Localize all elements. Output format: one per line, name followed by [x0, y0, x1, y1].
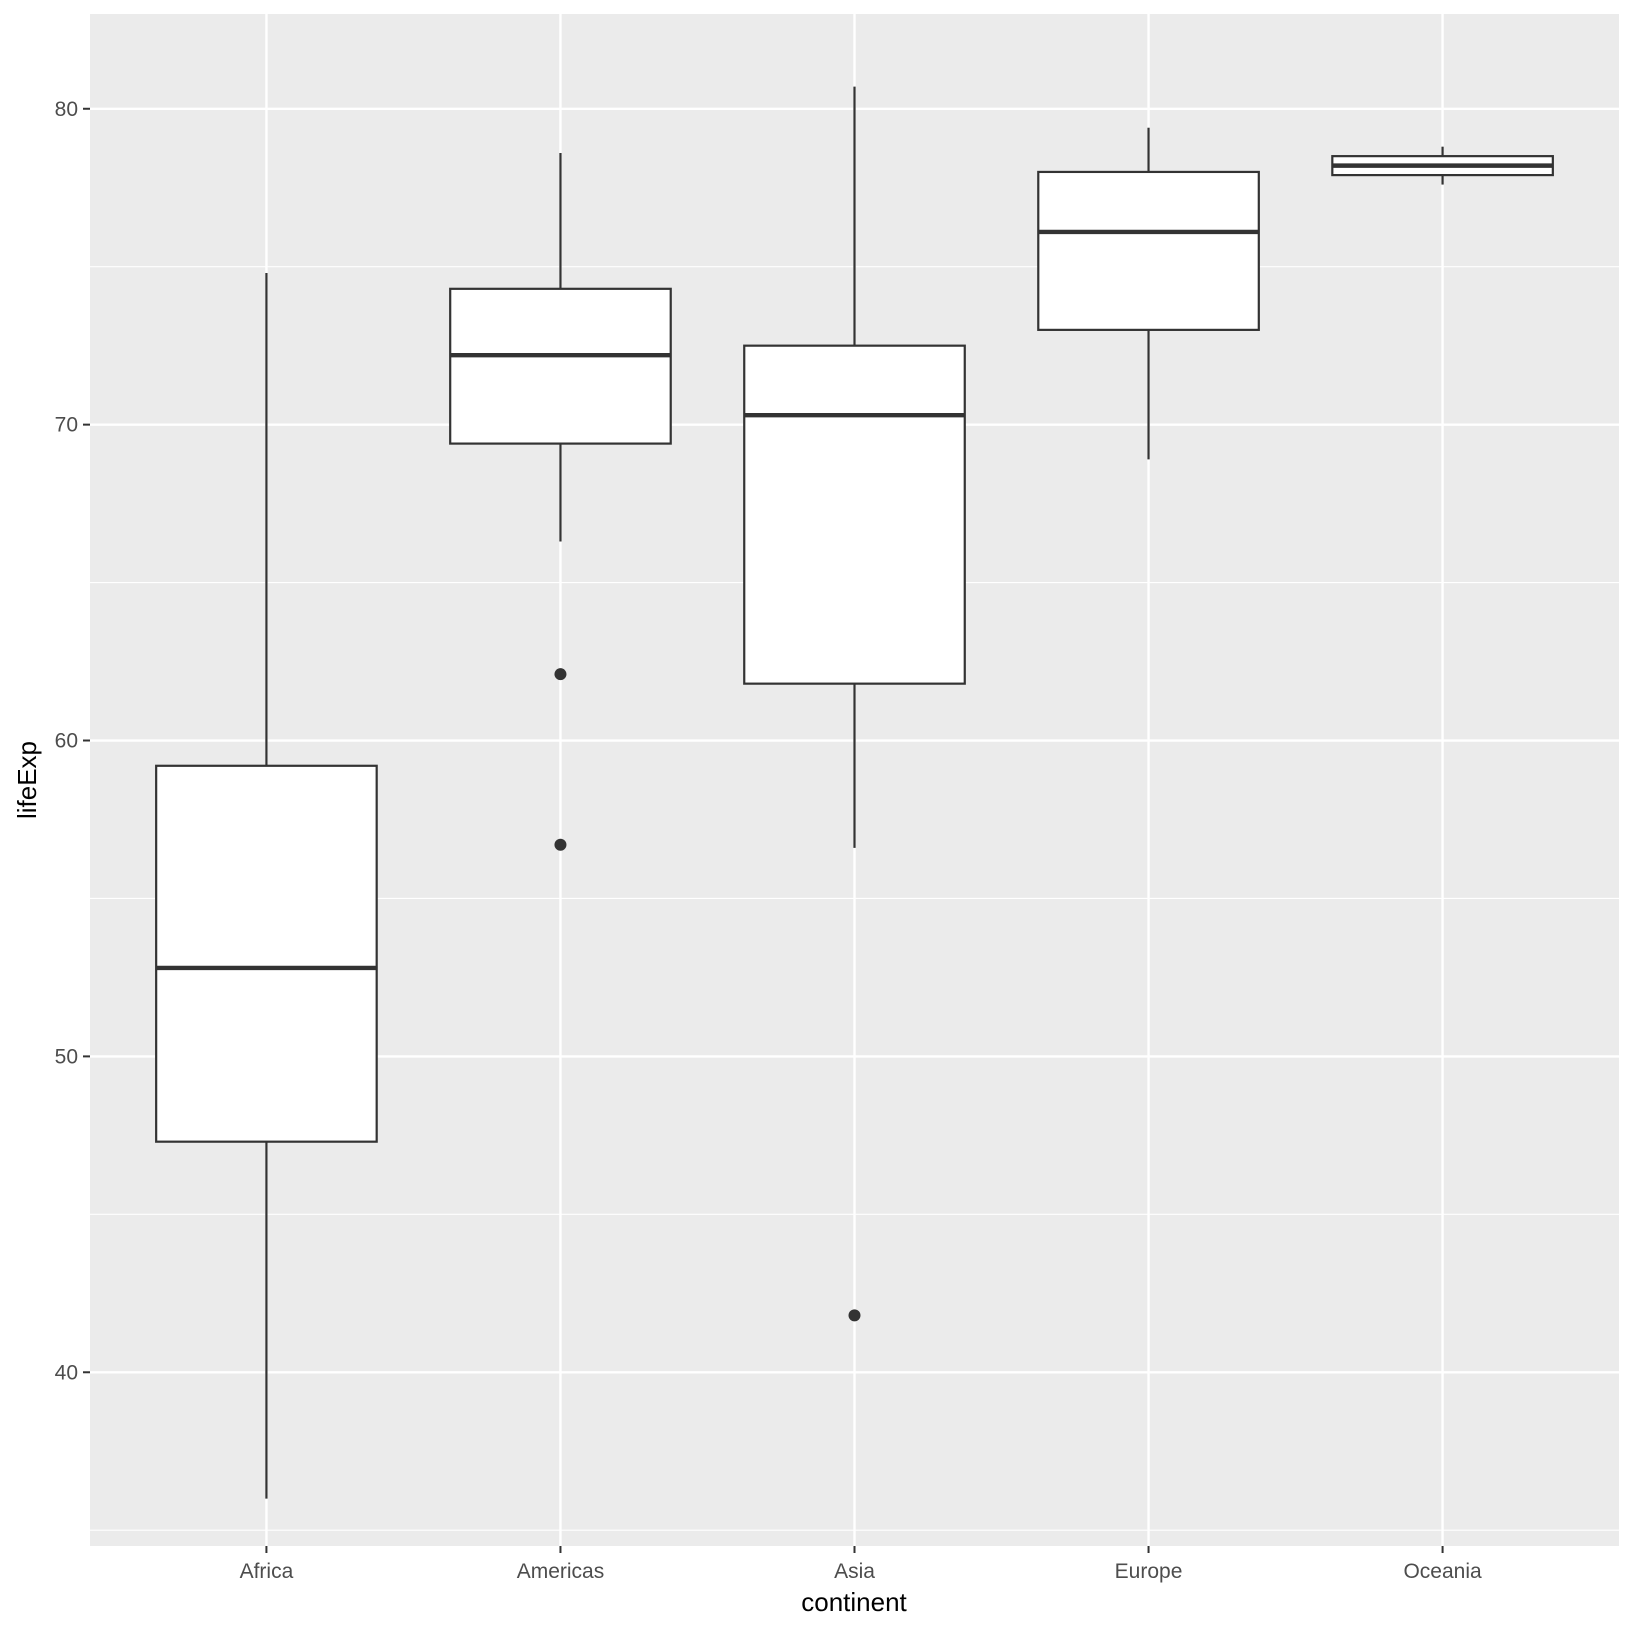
iqr-box: [449, 287, 672, 445]
x-tick-label: Oceania: [1403, 1560, 1482, 1583]
y-tick-label: 70: [55, 414, 78, 437]
x-axis: Africa Americas Asia Europe Oceania: [240, 1546, 1482, 1583]
y-axis-title: lifeExp: [12, 741, 42, 819]
y-axis: 40 50 60 70 80: [55, 98, 90, 1384]
x-tick-label: Asia: [834, 1560, 875, 1583]
iqr-box: [1037, 170, 1260, 331]
outlier-point: [554, 838, 567, 851]
box-americas: [449, 152, 672, 851]
x-axis-title: continent: [801, 1587, 907, 1617]
x-tick-label: Europe: [1115, 1560, 1183, 1583]
iqr-box: [743, 344, 966, 685]
y-tick-label: 50: [55, 1045, 78, 1068]
x-tick-label: Africa: [240, 1560, 294, 1583]
y-tick-label: 40: [55, 1361, 78, 1384]
outlier-point: [848, 1309, 861, 1322]
y-tick-label: 80: [55, 98, 78, 121]
y-tick-label: 60: [55, 730, 78, 753]
box-africa: [155, 273, 378, 1499]
box-oceania: [1331, 146, 1554, 185]
iqr-box: [155, 764, 378, 1143]
outlier-point: [554, 668, 567, 681]
box-europe: [1037, 127, 1260, 460]
boxes: [155, 86, 1554, 1499]
x-tick-label: Americas: [517, 1560, 605, 1583]
box-asia: [743, 86, 966, 1322]
